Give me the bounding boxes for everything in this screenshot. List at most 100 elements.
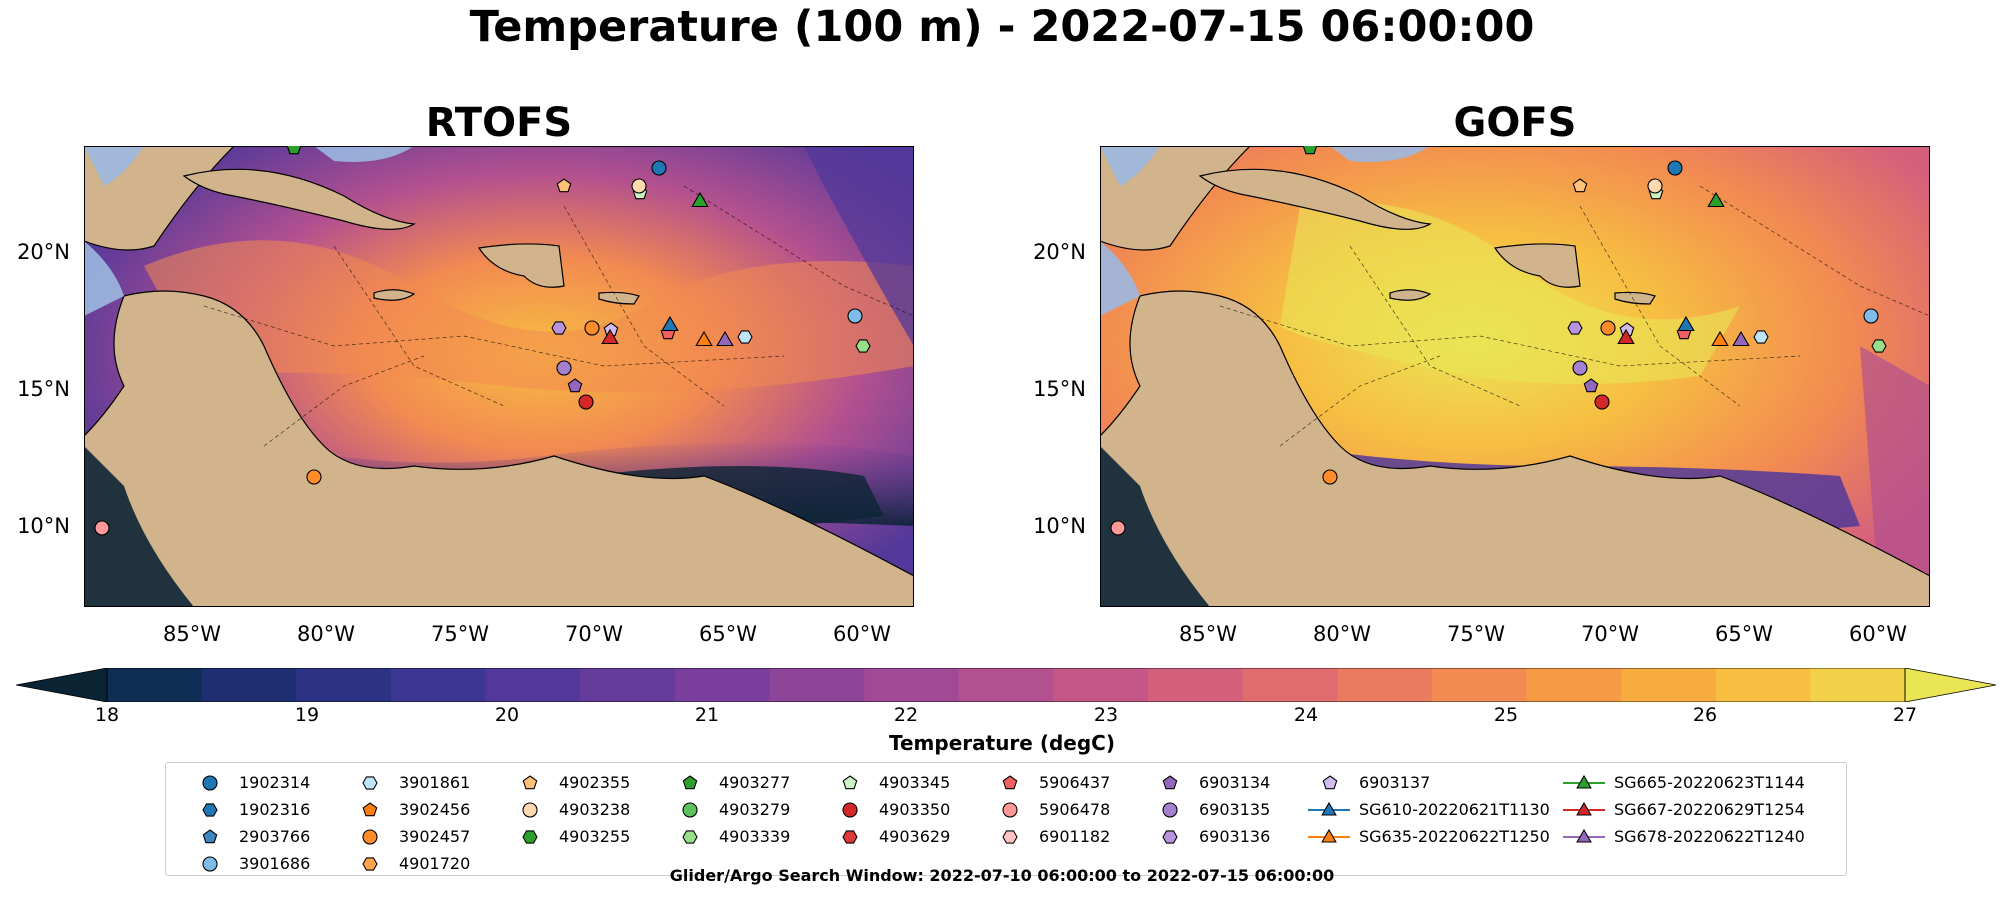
colorbar-tick: 18 — [94, 704, 120, 726]
colorbar-tick: 19 — [294, 704, 320, 726]
argo-float-marker — [847, 308, 863, 324]
argo-float-marker — [737, 330, 753, 344]
legend-label: 3902457 — [399, 827, 471, 846]
legend-label: SG635-20220622T1250 — [1359, 827, 1550, 846]
legend-label: SG610-20220621T1130 — [1359, 800, 1550, 819]
legend-label: SG667-20220629T1254 — [1614, 800, 1805, 819]
land-hispaniola — [1493, 243, 1581, 288]
colorbar — [16, 668, 1996, 702]
argo-float-marker — [1753, 330, 1769, 344]
legend-marker-icon — [682, 830, 698, 844]
legend-marker-icon — [522, 830, 538, 844]
argo-float-marker — [1863, 308, 1879, 324]
lon-tick-65w: 65°W — [1715, 622, 1773, 646]
colorbar-swatch — [485, 668, 581, 702]
legend-label: 4903255 — [559, 827, 631, 846]
lat-tick-15n: 15°N — [17, 377, 70, 401]
legend-label: 3901861 — [399, 773, 471, 792]
legend-label: SG665-20220623T1144 — [1614, 773, 1805, 792]
legend-marker-icon — [202, 775, 218, 791]
colorbar-swatch — [1621, 668, 1717, 702]
legend-marker-icon — [202, 856, 218, 872]
colorbar-swatch — [864, 668, 960, 702]
argo-float-marker — [1572, 360, 1588, 376]
argo-float-marker — [584, 320, 600, 336]
markers-gofs[interactable] — [1110, 146, 1930, 536]
lon-tick-65w: 65°W — [699, 622, 757, 646]
glider-marker — [716, 330, 734, 347]
argo-float-marker — [631, 178, 647, 194]
legend-label: 6903136 — [1199, 827, 1271, 846]
lon-tick-60w: 60°W — [1849, 622, 1907, 646]
land-central-south-america — [84, 290, 914, 607]
argo-float-marker — [1322, 469, 1338, 485]
colorbar-tick: 25 — [1493, 704, 1519, 726]
legend-marker-icon — [842, 830, 858, 844]
argo-float-marker — [1583, 378, 1599, 393]
colorbar-swatch — [1431, 668, 1528, 702]
land-jamaica — [373, 289, 416, 301]
legend-marker-icon — [1002, 830, 1018, 844]
map-rtofs[interactable] — [84, 146, 914, 607]
glider-marker — [661, 315, 679, 332]
lat-tick-10n: 10°N — [1033, 514, 1086, 538]
legend-marker-icon — [1002, 775, 1018, 790]
legend-marker-icon — [362, 857, 378, 871]
legend-label: 4901720 — [399, 854, 471, 873]
colorbar-tick: 23 — [1093, 704, 1119, 726]
legend-marker-icon — [682, 775, 698, 790]
lon-tick-70w: 70°W — [1581, 622, 1639, 646]
lat-tick-15n: 15°N — [1033, 377, 1086, 401]
glider-marker — [1732, 330, 1750, 347]
glider-marker — [601, 328, 619, 345]
glider-marker — [691, 191, 709, 208]
legend: 1902314 1902316 2903766 3901686 3901861 39024… — [165, 762, 1847, 876]
colorbar-swatch — [1526, 668, 1622, 702]
map-gofs[interactable] — [1100, 146, 1930, 607]
legend-label: 6901182 — [1039, 827, 1111, 846]
lon-tick-85w: 85°W — [1179, 622, 1237, 646]
legend-marker-icon — [202, 829, 218, 844]
argo-float-marker — [556, 360, 572, 376]
colorbar-swatch — [296, 668, 392, 702]
legend-label: 6903137 — [1359, 773, 1431, 792]
argo-float-marker — [306, 469, 322, 485]
legend-marker-icon — [362, 776, 378, 790]
argo-float-marker — [855, 339, 871, 353]
colorbar-swatch — [1147, 668, 1244, 702]
legend-marker-icon — [1308, 801, 1350, 816]
colorbar-tick: 26 — [1692, 704, 1718, 726]
lon-tick-80w: 80°W — [1313, 622, 1371, 646]
argo-float-marker — [1594, 394, 1610, 410]
legend-marker-icon — [1563, 828, 1605, 843]
markers-rtofs[interactable] — [94, 146, 914, 536]
colorbar-swatch — [769, 668, 865, 702]
land-jamaica — [1389, 289, 1432, 301]
argo-float-marker — [94, 520, 110, 536]
glider-marker — [1617, 328, 1635, 345]
lon-tick-80w: 80°W — [297, 622, 355, 646]
glider-marker — [1677, 315, 1695, 332]
land-puerto-rico — [1614, 291, 1656, 305]
legend-marker-icon — [1322, 775, 1338, 790]
panel-title-gofs: GOFS — [1453, 100, 1577, 146]
legend-label: 4902355 — [559, 773, 631, 792]
colorbar-tick: 20 — [494, 704, 520, 726]
eez-boundaries — [203, 185, 914, 447]
colorbar-swatch — [390, 668, 487, 702]
land-cuba — [1198, 168, 1432, 230]
lat-tick-20n: 20°N — [17, 240, 70, 264]
colorbar-swatch — [1242, 668, 1338, 702]
legend-label: 6903134 — [1199, 773, 1271, 792]
land-hispaniola — [477, 243, 565, 288]
legend-marker-icon — [1002, 802, 1018, 818]
glider-marker — [1711, 330, 1729, 347]
argo-float-marker — [551, 321, 567, 335]
colorbar-tick: 27 — [1892, 704, 1918, 726]
legend-marker-icon — [202, 803, 218, 817]
legend-label: 4903277 — [719, 773, 791, 792]
legend-marker-icon — [522, 775, 538, 790]
legend-marker-icon — [1563, 801, 1605, 816]
legend-label: 5906437 — [1039, 773, 1111, 792]
legend-label: 4903339 — [719, 827, 791, 846]
